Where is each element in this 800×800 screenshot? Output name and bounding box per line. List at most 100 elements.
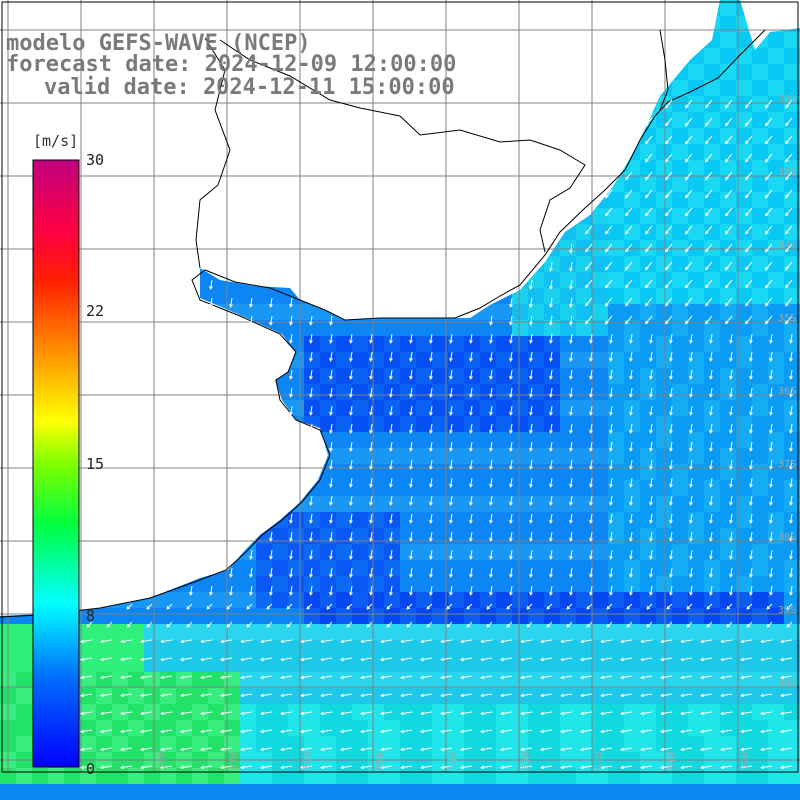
wind-speed-cell bbox=[32, 768, 48, 784]
wind-speed-cell bbox=[608, 272, 624, 288]
wind-arrow bbox=[780, 639, 793, 644]
wind-arrow bbox=[629, 369, 633, 380]
wind-speed-cell bbox=[256, 544, 272, 560]
wind-arrow bbox=[329, 369, 333, 380]
wind-arrow bbox=[480, 693, 493, 698]
wind-speed-cell bbox=[432, 640, 448, 656]
wind-speed-cell bbox=[560, 560, 576, 576]
wind-speed-cell bbox=[624, 624, 640, 640]
wind-arrow bbox=[100, 693, 113, 698]
wind-arrow bbox=[289, 387, 293, 398]
wind-arrow bbox=[480, 675, 493, 680]
wind-speed-cell bbox=[592, 256, 608, 272]
wind-speed-cell bbox=[448, 464, 464, 480]
wind-speed-cell bbox=[656, 320, 672, 336]
wind-arrow bbox=[569, 513, 573, 524]
wind-arrow bbox=[729, 387, 733, 398]
wind-arrow bbox=[744, 171, 753, 181]
wind-speed-cell bbox=[384, 720, 400, 736]
wind-arrow bbox=[549, 387, 553, 398]
wind-arrow bbox=[489, 495, 493, 506]
wind-speed-cell bbox=[576, 704, 592, 720]
wind-speed-cell bbox=[624, 576, 640, 592]
wind-speed-cell bbox=[400, 608, 416, 624]
wind-speed-cell bbox=[80, 704, 96, 720]
wind-speed-cell bbox=[528, 432, 544, 448]
wind-speed-cell bbox=[736, 480, 752, 496]
wind-speed-cell bbox=[624, 592, 640, 608]
wind-arrow bbox=[686, 621, 693, 628]
wind-arrow bbox=[644, 315, 653, 325]
wind-arrow bbox=[389, 441, 393, 452]
wind-speed-cell bbox=[720, 608, 736, 624]
wind-speed-cell bbox=[352, 768, 368, 784]
wind-arrow bbox=[689, 333, 693, 344]
wind-speed-cell bbox=[784, 96, 800, 112]
wind-arrow bbox=[349, 567, 353, 578]
wind-arrow bbox=[709, 567, 713, 578]
wind-arrow bbox=[686, 603, 693, 610]
wind-speed-cell bbox=[192, 608, 208, 624]
wind-arrow bbox=[760, 747, 773, 752]
wind-speed-cell bbox=[752, 240, 768, 256]
wind-speed-cell bbox=[688, 128, 704, 144]
wind-speed-cell bbox=[320, 608, 336, 624]
wind-speed-cell bbox=[768, 64, 784, 80]
wind-speed-cell bbox=[752, 528, 768, 544]
wind-arrow bbox=[146, 621, 153, 628]
wind-speed-cell bbox=[704, 160, 720, 176]
wind-speed-cell bbox=[672, 272, 688, 288]
wind-speed-cell bbox=[368, 768, 384, 784]
wind-speed-cell bbox=[336, 560, 352, 576]
wind-arrow bbox=[540, 765, 553, 770]
wind-speed-cell bbox=[608, 256, 624, 272]
wind-speed-cell bbox=[576, 432, 592, 448]
wind-speed-cell bbox=[640, 640, 656, 656]
wind-arrow bbox=[260, 747, 273, 752]
wind-speed-cell bbox=[688, 320, 704, 336]
wind-speed-cell bbox=[720, 160, 736, 176]
wind-speed-cell bbox=[624, 384, 640, 400]
wind-arrow bbox=[680, 657, 693, 662]
wind-speed-cell bbox=[640, 448, 656, 464]
wind-arrow bbox=[526, 603, 533, 610]
wind-speed-cell bbox=[352, 368, 368, 384]
wind-arrow bbox=[664, 279, 673, 289]
wind-arrow bbox=[140, 729, 153, 734]
wind-speed-cell bbox=[192, 736, 208, 752]
wind-arrow bbox=[764, 117, 773, 127]
wind-speed-cell bbox=[656, 272, 672, 288]
wind-speed-cell bbox=[768, 368, 784, 384]
wind-arrow bbox=[289, 297, 293, 308]
longitude-label: 55W bbox=[375, 751, 386, 770]
wind-speed-cell bbox=[720, 256, 736, 272]
wind-speed-cell bbox=[736, 592, 752, 608]
wind-speed-cell bbox=[448, 720, 464, 736]
wind-arrow bbox=[640, 675, 653, 680]
wind-arrow bbox=[669, 477, 673, 488]
wind-speed-cell bbox=[704, 496, 720, 512]
wind-speed-cell bbox=[768, 32, 784, 48]
wind-speed-cell bbox=[368, 496, 384, 512]
wind-arrow bbox=[684, 207, 693, 217]
wind-speed-cell bbox=[576, 400, 592, 416]
wind-arrow bbox=[604, 225, 613, 235]
wind-speed-cell bbox=[432, 416, 448, 432]
wind-speed-cell bbox=[768, 496, 784, 512]
wind-arrow bbox=[349, 459, 353, 470]
wind-arrow bbox=[240, 765, 253, 770]
wind-arrow bbox=[469, 495, 473, 506]
wind-speed-cell bbox=[416, 400, 432, 416]
wind-arrow bbox=[280, 693, 293, 698]
wind-speed-cell bbox=[176, 736, 192, 752]
wind-speed-cell bbox=[688, 576, 704, 592]
wind-speed-cell bbox=[304, 688, 320, 704]
wind-arrow bbox=[729, 441, 733, 452]
wind-speed-cell bbox=[352, 384, 368, 400]
wind-speed-cell bbox=[304, 656, 320, 672]
wind-speed-cell bbox=[336, 368, 352, 384]
wind-speed-cell bbox=[448, 656, 464, 672]
wind-speed-cell bbox=[752, 304, 768, 320]
wind-speed-cell bbox=[272, 560, 288, 576]
wind-arrow bbox=[589, 549, 593, 560]
